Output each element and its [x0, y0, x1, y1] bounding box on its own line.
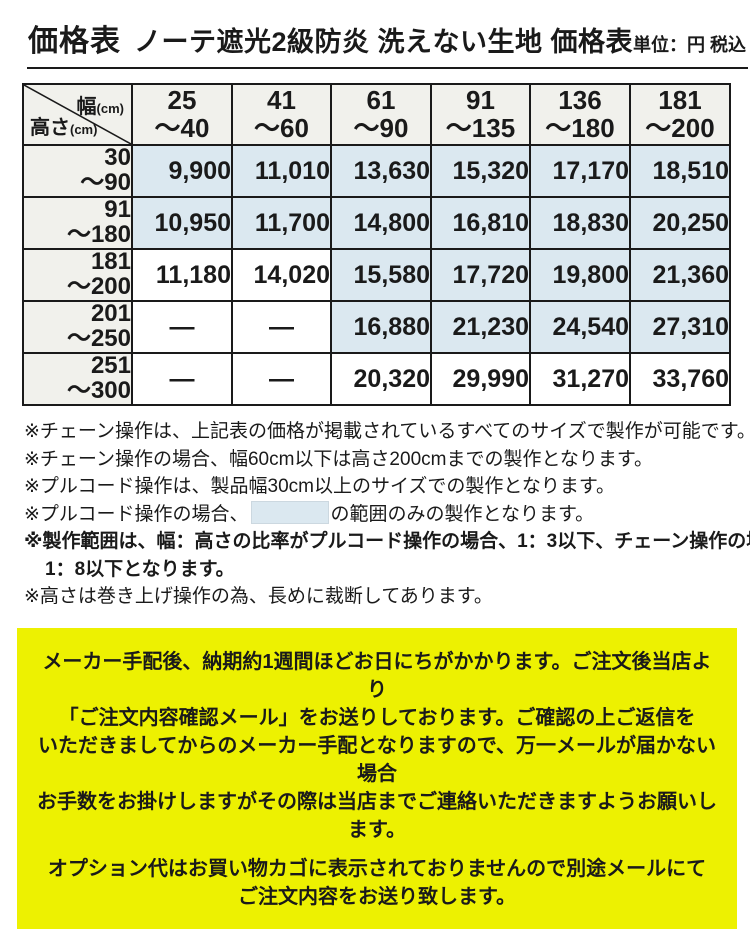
price-cell: 14,020: [231, 248, 332, 302]
price-cell: 10,950: [131, 196, 233, 250]
price-cell: 16,880: [330, 300, 432, 354]
price-cell: 13,630: [330, 144, 432, 198]
col-header-41-60: 41 ～60: [231, 83, 332, 146]
note-pullcord-range: ※プルコード操作の場合、 の範囲のみの製作となります。: [24, 500, 750, 529]
page-header: 価格表 ノーテ遮光2級防炎 洗えない生地 価格表 単位：円 税込: [28, 16, 746, 60]
price-cell: 16,810: [430, 196, 531, 250]
table-row: 30 ～90 9,900 11,010 13,630 15,320 17,170 …: [22, 144, 731, 198]
price-cell: 20,320: [330, 352, 432, 406]
table-header-row: 幅(cm) 高さ(cm) 25 ～40 41 ～60 61 ～90 91 ～135 13…: [22, 83, 731, 146]
note-chain-sizes: ※チェーン操作は、上記表の価格が掲載されているすべてのサイズで製作が可能です。: [24, 421, 750, 442]
price-sheet-page: 価格表 ノーテ遮光2級防炎 洗えない生地 価格表 単位：円 税込 幅(cm) 高…: [0, 16, 750, 929]
col-header-136-180: 136 ～180: [529, 83, 631, 146]
price-cell: 11,010: [231, 144, 332, 198]
price-cell: 21,230: [430, 300, 531, 354]
col-header-91-135: 91 ～135: [430, 83, 531, 146]
row-header-30-90: 30 ～90: [22, 144, 133, 198]
row-header-181-200: 181 ～200: [22, 248, 133, 302]
highlight-swatch-icon: [250, 500, 329, 524]
price-cell: 15,320: [430, 144, 531, 198]
note-chain-limit: ※チェーン操作の場合、幅60cm以下は高さ200cmまでの製作となります。: [24, 448, 653, 470]
price-cell: 24,540: [529, 300, 631, 354]
corner-axis-cell: 幅(cm) 高さ(cm): [22, 83, 133, 146]
note-ratio-line1: ※製作範囲は、幅：高さの比率がプルコード操作の場合、1：3以下、チェーン操作の場…: [24, 531, 750, 552]
order-notice-box: メーカー手配後、納期約1週間ほどお日にちがかかります。ご注文後当店より 「ご注文…: [17, 627, 737, 929]
price-cell: 21,360: [629, 248, 731, 302]
diagonal-divider-line: [25, 86, 130, 143]
price-cell: 31,270: [529, 352, 631, 406]
page-title: 価格表: [28, 25, 121, 58]
price-cell-unavailable: —: [131, 352, 233, 406]
price-cell: 27,310: [629, 300, 731, 354]
price-cell-unavailable: —: [231, 352, 332, 406]
row-header-201-250: 201 ～250: [22, 300, 133, 354]
note-ratio-line2: 1：8以下となります。: [45, 558, 235, 580]
price-cell: 14,800: [330, 196, 432, 250]
col-header-25-40: 25 ～40: [131, 83, 233, 146]
price-cell: 29,990: [430, 352, 531, 406]
note-pullcord-min-width: ※プルコード操作は、製品幅30cm以上のサイズでの製作となります。: [24, 476, 615, 497]
title-divider: [27, 67, 748, 69]
table-row: 201 ～250 — — 16,880 21,230 24,540 27,310: [22, 300, 731, 354]
price-cell: 18,510: [629, 144, 731, 198]
row-header-91-180: 91 ～180: [22, 196, 133, 250]
table-row: 91 ～180 10,950 11,700 14,800 16,810 18,83…: [22, 196, 731, 250]
price-cell: 17,720: [430, 248, 531, 302]
notice-paragraph-delivery: メーカー手配後、納期約1週間ほどお日にちがかかります。ご注文後当店より 「ご注文…: [37, 650, 717, 841]
price-table: 幅(cm) 高さ(cm) 25 ～40 41 ～60 61 ～90 91 ～135 13…: [22, 83, 731, 406]
note-height-cutting: ※高さは巻き上げ操作の為、長めに裁断してあります。: [24, 586, 493, 607]
price-cell: 11,700: [231, 196, 332, 250]
height-axis-label: 高さ(cm): [30, 117, 98, 139]
notes-section: ※チェーン操作は、上記表の価格が掲載されているすべてのサイズで製作が可能です。 …: [24, 418, 750, 611]
table-row: 251 ～300 — — 20,320 29,990 31,270 33,760: [22, 352, 731, 406]
unit-label: 単位：円 税込: [633, 35, 747, 55]
price-cell: 17,170: [529, 144, 631, 198]
price-cell: 33,760: [629, 352, 731, 406]
price-cell-unavailable: —: [131, 300, 233, 354]
price-cell: 15,580: [330, 248, 432, 302]
price-cell: 19,800: [529, 248, 631, 302]
price-cell: 20,250: [629, 196, 731, 250]
width-axis-label: 幅(cm): [76, 96, 124, 118]
price-cell: 9,900: [131, 144, 233, 198]
price-cell: 11,180: [131, 248, 233, 302]
table-row: 181 ～200 11,180 14,020 15,580 17,720 19,8…: [22, 248, 731, 302]
row-header-251-300: 251 ～300: [22, 352, 133, 406]
col-header-61-90: 61 ～90: [330, 83, 432, 146]
notice-paragraph-options: オプション代はお買い物カゴに表示されておりませんので別途メールにて ご注文内容を…: [47, 857, 707, 908]
col-header-181-200: 181 ～200: [629, 83, 731, 146]
product-subtitle: ノーテ遮光2級防炎 洗えない生地 価格表: [134, 27, 634, 57]
price-cell-unavailable: —: [231, 300, 332, 354]
price-cell: 18,830: [529, 196, 631, 250]
